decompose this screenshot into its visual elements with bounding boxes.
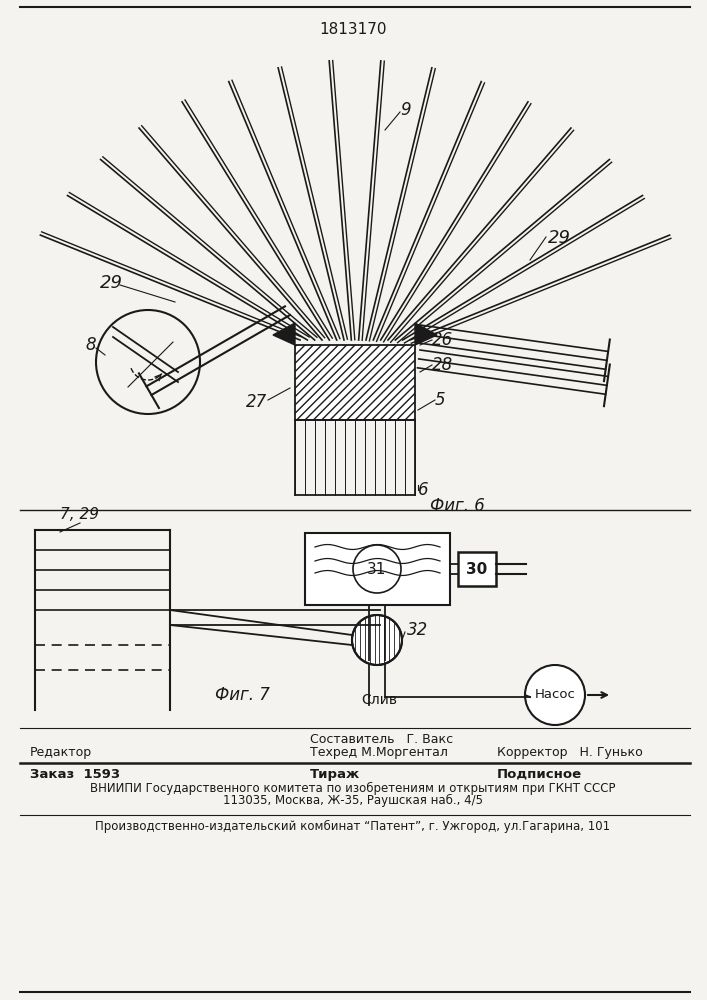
Text: 27: 27 (246, 393, 267, 411)
Polygon shape (273, 323, 295, 345)
Text: Заказ  1593: Заказ 1593 (30, 768, 120, 781)
Text: 8: 8 (85, 336, 95, 354)
Bar (305, 533, 450, 605)
Text: 6: 6 (418, 481, 428, 499)
Text: 32: 32 (407, 621, 428, 639)
Text: 26: 26 (432, 331, 453, 349)
Text: 31: 31 (368, 562, 387, 576)
Text: 9: 9 (400, 101, 411, 119)
Text: 113035, Москва, Ж-35, Раушская наб., 4/5: 113035, Москва, Ж-35, Раушская наб., 4/5 (223, 794, 483, 807)
Text: 29: 29 (548, 229, 571, 247)
Text: 7, 29: 7, 29 (60, 507, 99, 522)
Circle shape (352, 615, 402, 665)
Bar (295, 345, 415, 420)
Text: 5: 5 (435, 391, 445, 409)
Text: Корректор   Н. Гунько: Корректор Н. Гунько (497, 746, 643, 759)
Text: 1813170: 1813170 (320, 22, 387, 37)
Text: Фиг. 7: Фиг. 7 (215, 686, 270, 704)
Text: Слив: Слив (361, 693, 397, 707)
Bar (458, 552, 496, 586)
Text: Производственно-издательский комбинат “Патент”, г. Ужгород, ул.Гагарина, 101: Производственно-издательский комбинат “П… (95, 820, 611, 833)
Text: ВНИИПИ Государственного комитета по изобретениям и открытиям при ГКНТ СССР: ВНИИПИ Государственного комитета по изоб… (90, 782, 616, 795)
Text: 30: 30 (467, 562, 488, 576)
Circle shape (525, 665, 585, 725)
Text: 28: 28 (432, 356, 453, 374)
Text: Техред М.Моргентал: Техред М.Моргентал (310, 746, 448, 759)
Polygon shape (415, 323, 437, 345)
Circle shape (96, 310, 200, 414)
Text: Составитель   Г. Вакс: Составитель Г. Вакс (310, 733, 453, 746)
Text: 29: 29 (100, 274, 123, 292)
Text: Редактор: Редактор (30, 746, 92, 759)
Text: Фиг. 6: Фиг. 6 (430, 497, 485, 515)
Text: Тираж: Тираж (310, 768, 360, 781)
Text: Подписное: Подписное (497, 768, 582, 781)
Text: Насос: Насос (534, 688, 575, 702)
